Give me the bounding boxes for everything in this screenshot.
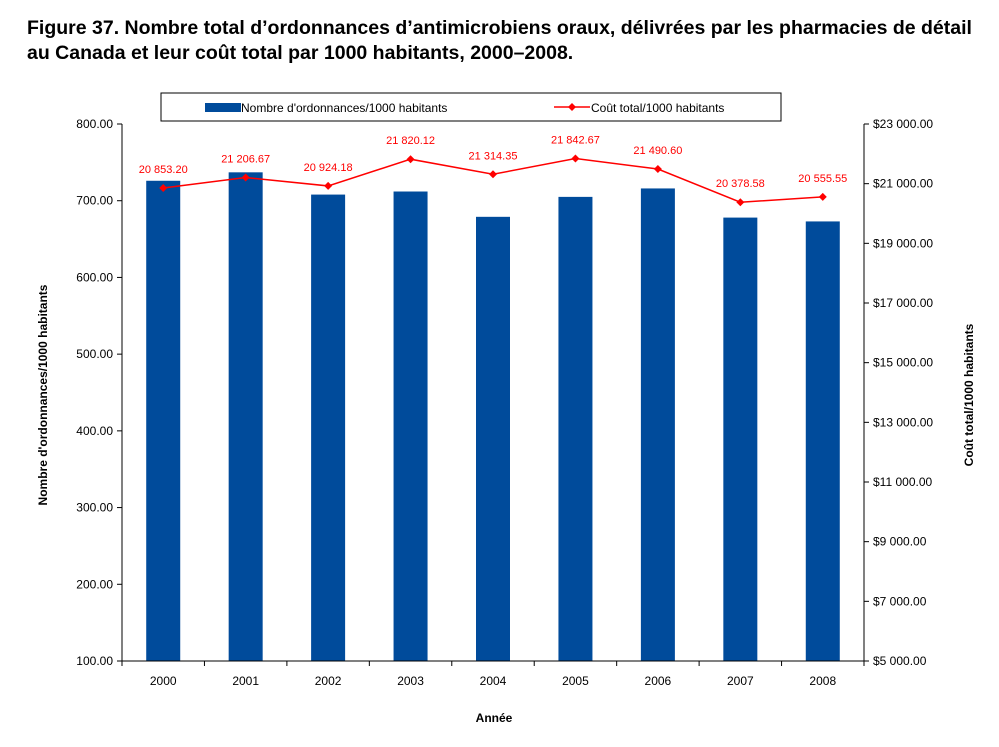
bar-2005 <box>558 196 593 661</box>
bar-2008 <box>805 221 840 662</box>
legend-label-line: Coût total/1000 habitants <box>591 101 724 115</box>
x-tick-label: 2008 <box>809 674 836 688</box>
cost-data-label: 20 924.18 <box>304 162 353 174</box>
y2-tick-label: $21 000.00 <box>873 177 933 191</box>
cost-data-label: 21 490.60 <box>633 145 682 157</box>
cost-marker-2003 <box>406 155 415 164</box>
y2-tick-label: $9 000.00 <box>873 535 927 549</box>
x-axis-title: Année <box>476 711 513 725</box>
bar-2002 <box>311 194 346 661</box>
cost-marker-2007 <box>736 198 745 207</box>
bar-2001 <box>228 172 263 661</box>
y-tick-label: 500.00 <box>76 347 113 361</box>
bar-2003 <box>393 191 428 661</box>
cost-marker-2001 <box>241 173 250 182</box>
x-tick-label: 2007 <box>727 674 754 688</box>
y-tick-label: 400.00 <box>76 424 113 438</box>
bar-2006 <box>640 188 675 661</box>
y2-tick-label: $19 000.00 <box>873 236 933 250</box>
y-tick-label: 200.00 <box>76 577 113 591</box>
cost-marker-2006 <box>653 165 662 174</box>
y2-tick-label: $13 000.00 <box>873 415 933 429</box>
cost-data-label: 21 820.12 <box>386 135 435 147</box>
bar-2004 <box>476 216 510 661</box>
y2-tick-label: $23 000.00 <box>873 117 933 131</box>
cost-marker-2000 <box>159 184 168 193</box>
legend-swatch-bars <box>205 103 241 112</box>
y-tick-label: 100.00 <box>76 654 113 668</box>
cost-marker-2004 <box>489 170 497 179</box>
cost-marker-2005 <box>571 154 580 163</box>
y-tick-label: 300.00 <box>76 501 113 515</box>
legend-box <box>160 92 782 122</box>
x-tick-label: 2003 <box>397 674 424 688</box>
x-tick-label: 2000 <box>150 674 177 688</box>
legend-marker-line <box>568 103 576 111</box>
cost-data-label: 21 314.35 <box>469 150 518 162</box>
y2-axis-title: Coût total/1000 habitants <box>962 323 976 466</box>
cost-data-label: 20 378.58 <box>716 178 765 190</box>
bar-2000 <box>146 180 181 662</box>
y-tick-label: 800.00 <box>76 117 113 131</box>
y2-tick-label: $5 000.00 <box>873 654 927 668</box>
cost-data-label: 21 206.67 <box>221 154 270 166</box>
figure-title: Figure 37. Nombre total d’ordonnances d’… <box>27 17 972 64</box>
cost-data-label: 20 853.20 <box>139 164 188 176</box>
y2-tick-label: $15 000.00 <box>873 356 933 370</box>
y-tick-label: 700.00 <box>76 194 113 208</box>
x-tick-label: 2006 <box>645 674 672 688</box>
y2-tick-label: $17 000.00 <box>873 296 933 310</box>
x-tick-label: 2002 <box>315 674 342 688</box>
legend: Nombre d'ordonnances/1000 habitants Coût… <box>160 92 782 122</box>
bar-2007 <box>723 217 758 661</box>
y-tick-label: 600.00 <box>76 270 113 284</box>
x-tick-label: 2004 <box>480 674 507 688</box>
y2-tick-label: $7 000.00 <box>873 594 927 608</box>
y2-tick-label: $11 000.00 <box>873 475 932 489</box>
x-tick-label: 2005 <box>562 674 589 688</box>
cost-data-label: 21 842.67 <box>551 135 600 147</box>
legend-label-bars: Nombre d'ordonnances/1000 habitants <box>241 101 447 115</box>
cost-data-label: 20 555.55 <box>798 173 847 185</box>
cost-marker-2008 <box>818 192 827 201</box>
y-axis-title: Nombre d'ordonnances/1000 habitants <box>36 284 50 505</box>
cost-marker-2002 <box>324 181 333 190</box>
x-tick-label: 2001 <box>232 674 259 688</box>
plot-area: 100.00 200.00 300.00 400.00 500.00 600.00 700.… <box>76 117 933 688</box>
